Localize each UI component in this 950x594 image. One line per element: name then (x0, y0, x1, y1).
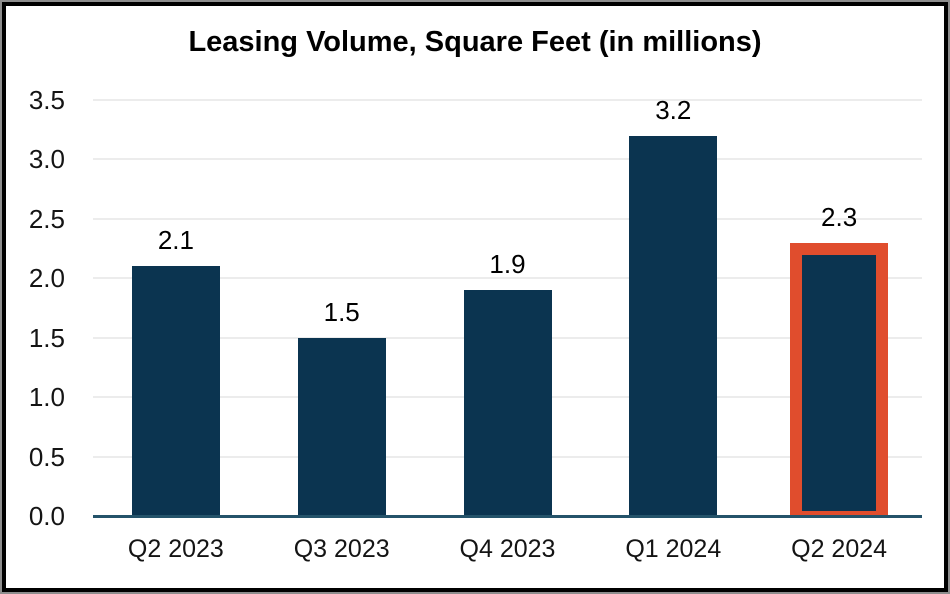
gridline (93, 217, 922, 220)
y-tick-label: 1.0 (28, 382, 65, 413)
data-label: 3.2 (655, 94, 692, 125)
x-axis-label: Q1 2024 (625, 535, 722, 563)
bar (629, 135, 718, 516)
chart-title: Leasing Volume, Square Feet (in millions… (188, 26, 762, 58)
bar (131, 266, 220, 516)
y-tick-label: 1.5 (28, 322, 65, 353)
bar (297, 337, 386, 516)
data-label: 2.1 (157, 225, 194, 256)
y-tick-label: 3.5 (28, 85, 65, 115)
y-tick-label: 3.0 (28, 144, 65, 175)
y-tick-label: 2.5 (28, 203, 65, 234)
x-axis-label: Q4 2023 (459, 535, 556, 563)
y-tick-label: 0.0 (28, 501, 65, 531)
data-label: 1.5 (323, 296, 360, 327)
y-tick-label: 2.0 (28, 263, 65, 294)
y-tick-label: 0.5 (28, 441, 65, 472)
x-axis-line (93, 515, 922, 518)
bar (463, 290, 552, 516)
data-label: 1.9 (489, 249, 526, 280)
gridline (93, 277, 922, 280)
data-label: 2.3 (821, 201, 858, 232)
bar-highlight-box (790, 242, 889, 516)
x-axis-label: Q2 2023 (127, 535, 224, 563)
bar (802, 254, 877, 511)
gridline (93, 99, 922, 101)
x-axis-label: Q3 2023 (293, 535, 390, 563)
x-axis-label: Q2 2024 (791, 535, 888, 563)
gridline (93, 158, 922, 161)
